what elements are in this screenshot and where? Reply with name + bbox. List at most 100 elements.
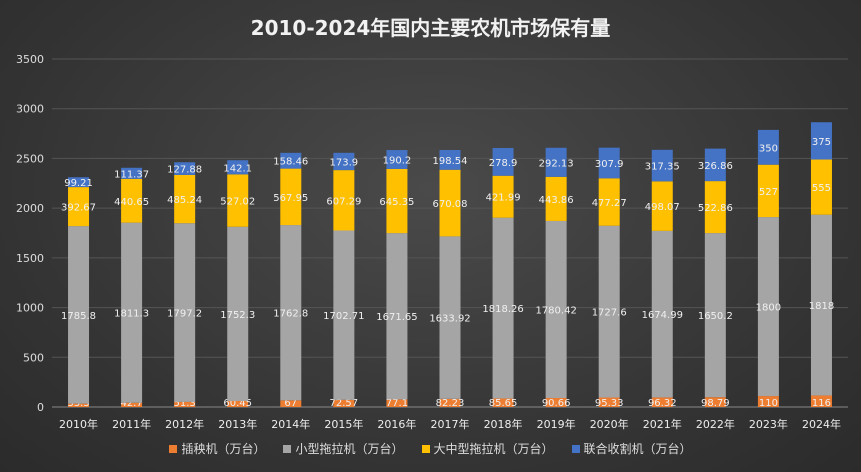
bar-segment — [651, 181, 673, 231]
legend-item: 大中型拖拉机（万台） — [421, 440, 554, 457]
bar-segment — [439, 398, 461, 407]
bar-segment — [598, 178, 620, 226]
bar-segment — [545, 147, 567, 177]
legend-swatch — [571, 444, 580, 453]
bar-segment — [333, 230, 355, 400]
data-label: 99.21 — [64, 178, 93, 189]
data-label: 607.29 — [326, 196, 361, 207]
bar-segment — [492, 148, 514, 176]
legend-label: 小型拖拉机（万台） — [295, 442, 404, 456]
bar-segment — [704, 148, 726, 182]
bar-segment — [68, 226, 90, 404]
y-tick-label: 2000 — [16, 202, 44, 215]
bar-segment — [121, 167, 143, 179]
data-label: 1780.42 — [535, 305, 576, 316]
data-label: 375 — [812, 137, 831, 148]
bar-segment — [174, 162, 196, 175]
x-tick-label: 2012年 — [165, 417, 204, 431]
x-tick-label: 2013年 — [218, 417, 257, 431]
bar-segment — [121, 222, 143, 403]
data-label: 98.79 — [701, 398, 730, 409]
bar-segment — [651, 149, 673, 182]
data-label: 1811.3 — [114, 309, 149, 320]
bar-segment — [757, 164, 779, 218]
data-label: 527 — [759, 187, 778, 198]
x-tick-label: 2021年 — [643, 417, 682, 431]
bar-segment — [545, 220, 567, 398]
data-label: 392.67 — [61, 203, 96, 214]
legend-item: 联合收割机（万台） — [571, 440, 692, 457]
bar-segment — [174, 174, 196, 224]
x-tick-label: 2014年 — [271, 417, 310, 431]
data-label: 1674.99 — [642, 310, 683, 321]
bar-segment — [227, 226, 249, 401]
bar-segment — [704, 233, 726, 398]
bar-segment — [280, 225, 302, 401]
data-label: 645.35 — [379, 197, 414, 208]
bar-segment — [810, 159, 832, 215]
bar-segment — [333, 170, 355, 231]
bar-segment — [757, 217, 779, 397]
legend-label: 插秧机（万台） — [181, 442, 266, 456]
bar-segment — [121, 178, 143, 223]
bar-segment — [439, 236, 461, 399]
bar-segment — [121, 402, 143, 407]
legend: 插秧机（万台） 小型拖拉机（万台） 大中型拖拉机（万台） 联合收割机（万台） — [0, 440, 861, 457]
y-tick-label: 3000 — [16, 103, 44, 116]
bar-segment — [439, 169, 461, 237]
data-label: 1800 — [756, 303, 781, 314]
data-label: 522.86 — [698, 203, 733, 214]
bar-segment — [810, 395, 832, 407]
bar-segment — [227, 160, 249, 175]
chart-title: 2010-2024年国内主要农机市场保有量 — [250, 16, 611, 40]
data-label: 77.1 — [386, 398, 408, 409]
x-tick-label: 2024年 — [802, 417, 841, 431]
bar-segment — [757, 396, 779, 407]
bar-segment — [651, 397, 673, 407]
data-label: 127.88 — [167, 165, 202, 176]
data-label: 350 — [759, 143, 778, 154]
bar-segment — [492, 398, 514, 407]
bar-segment — [227, 174, 249, 227]
data-label: 95.33 — [595, 398, 624, 409]
x-tick-label: 2017年 — [431, 417, 470, 431]
data-label: 421.99 — [486, 193, 521, 204]
data-label: 1671.65 — [376, 312, 417, 323]
legend-label: 大中型拖拉机（万台） — [433, 442, 554, 456]
data-label: 670.08 — [433, 199, 468, 210]
data-label: 477.27 — [592, 198, 627, 209]
data-label: 1785.8 — [61, 311, 96, 322]
x-tick-label: 2022年 — [696, 417, 735, 431]
bar-segment — [333, 152, 355, 171]
bar-segment — [174, 223, 196, 402]
bar-segment — [386, 150, 408, 169]
data-label: 307.9 — [595, 159, 624, 170]
bar-segment — [810, 122, 832, 160]
bar-segment — [545, 397, 567, 407]
data-label: 567.95 — [273, 193, 308, 204]
bar-segment — [68, 177, 90, 188]
x-tick-label: 2020年 — [590, 417, 629, 431]
data-label: 1650.2 — [698, 311, 733, 322]
data-label: 111.37 — [114, 169, 149, 180]
bar-segment — [439, 150, 461, 170]
legend-swatch — [283, 444, 292, 453]
x-tick-label: 2010年 — [59, 417, 98, 431]
data-label: 1762.8 — [273, 309, 308, 320]
bar-segment — [598, 397, 620, 407]
data-label: 198.54 — [433, 156, 468, 167]
data-label: 82.23 — [436, 398, 465, 409]
x-tick-label: 2023年 — [749, 417, 788, 431]
data-label: 42.7 — [120, 398, 142, 409]
data-label: 1818.26 — [482, 304, 523, 315]
data-label: 173.9 — [330, 157, 359, 168]
y-tick-label: 3500 — [16, 53, 44, 66]
bar-segment — [810, 214, 832, 396]
y-tick-label: 0 — [37, 401, 44, 414]
y-tick-label: 1000 — [16, 302, 44, 315]
data-label: 67 — [284, 398, 297, 409]
data-label: 1727.6 — [592, 308, 627, 319]
data-label: 60.45 — [223, 398, 252, 409]
bar-segment — [598, 225, 620, 398]
data-label: 90.66 — [542, 398, 571, 409]
